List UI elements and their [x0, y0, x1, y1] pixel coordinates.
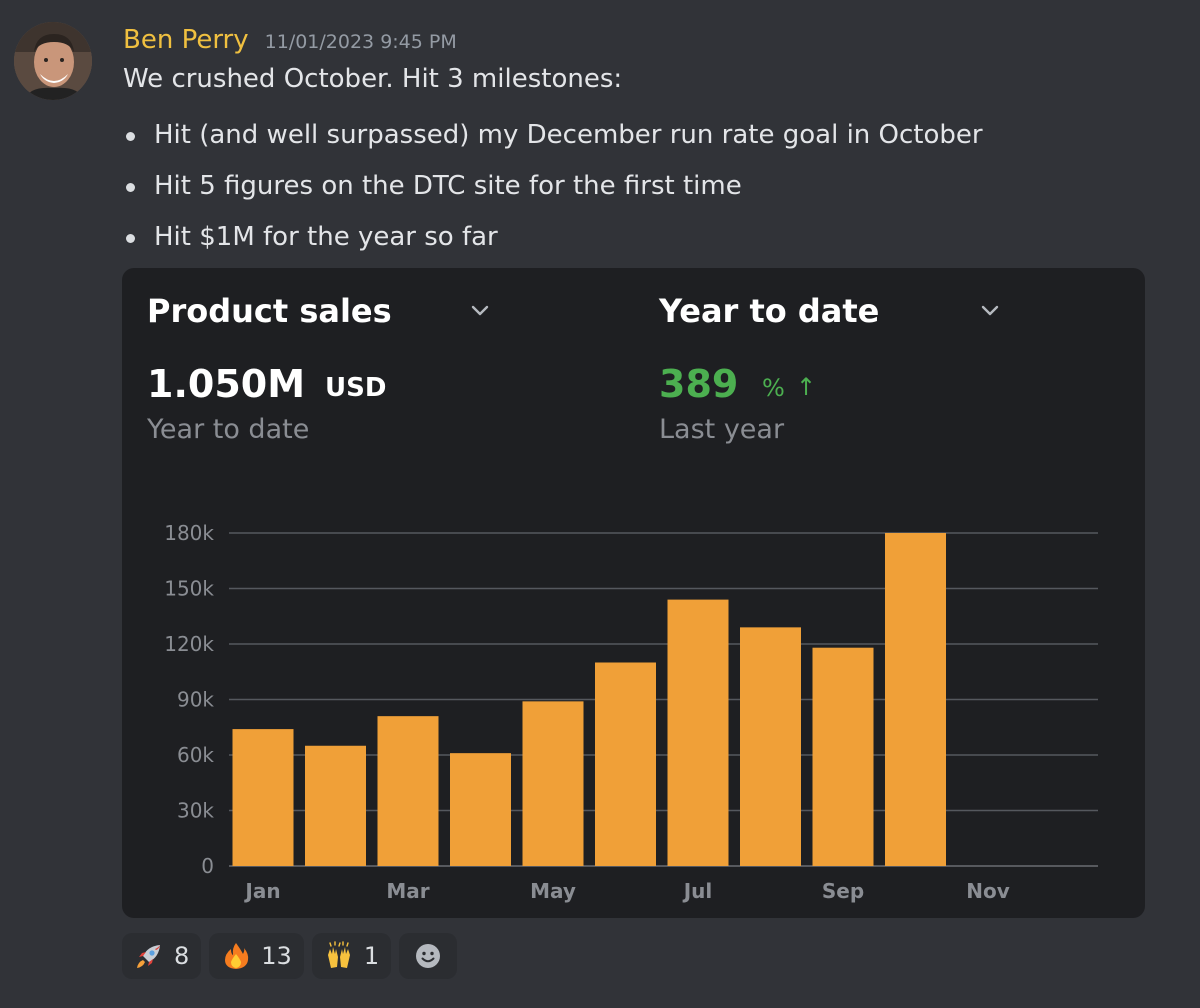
- bullet-icon: [126, 183, 135, 192]
- fire-icon: [225, 943, 249, 969]
- reaction-count: 13: [261, 942, 292, 970]
- reaction-fire[interactable]: 13: [209, 933, 304, 979]
- reaction-rocket[interactable]: 8: [122, 933, 202, 979]
- milestone-list: Hit (and well surpassed) my December run…: [123, 118, 983, 271]
- y-tick-label: 30k: [177, 799, 214, 823]
- y-tick-label: 0: [201, 854, 214, 878]
- bar-feb[interactable]: [305, 745, 366, 866]
- rocket-icon: [137, 945, 160, 968]
- growth-value: 389: [659, 362, 739, 406]
- bar-may[interactable]: [522, 701, 584, 866]
- x-tick-label: Mar: [386, 879, 429, 903]
- bar-jan[interactable]: [232, 729, 294, 866]
- arrow-up-icon: ↑: [796, 373, 817, 401]
- x-tick-label: May: [530, 879, 576, 903]
- bullet-icon: [126, 132, 135, 141]
- comparison-label: Last year: [659, 414, 785, 445]
- list-item: Hit (and well surpassed) my December run…: [123, 118, 983, 169]
- add-reaction-button[interactable]: [399, 933, 458, 979]
- bar-sep[interactable]: [812, 647, 874, 866]
- reaction-count: 8: [174, 942, 190, 970]
- chevron-down-icon[interactable]: [978, 298, 1002, 322]
- bar-oct[interactable]: [885, 533, 946, 866]
- y-tick-label: 60k: [177, 743, 214, 767]
- chevron-down-icon[interactable]: [468, 298, 492, 322]
- list-item-text: Hit 5 figures on the DTC site for the fi…: [154, 171, 742, 201]
- sales-total: 1.050M: [147, 362, 306, 406]
- y-tick-label: 150k: [164, 577, 214, 601]
- sales-period-label: Year to date: [147, 414, 310, 445]
- raising-hands-icon: [327, 941, 350, 968]
- list-item-text: Hit (and well surpassed) my December run…: [154, 120, 983, 150]
- bar-mar[interactable]: [377, 716, 439, 866]
- x-tick-label: Jan: [243, 879, 280, 903]
- reaction-bar: 8 13 1: [122, 933, 458, 979]
- message-header: Ben Perry 11/01/2023 9:45 PM: [123, 25, 457, 61]
- sales-bar-chart: 0 30k 60k 90k 120k 150k 180k Jan Mar May Jul Sep Nov: [164, 521, 1098, 903]
- growth-unit: %: [762, 374, 785, 402]
- bar-jun[interactable]: [595, 662, 656, 867]
- sales-unit: USD: [325, 373, 387, 403]
- y-tick-label: 180k: [164, 521, 214, 545]
- message-intro: We crushed October. Hit 3 milestones:: [123, 64, 623, 94]
- bar-aug[interactable]: [740, 627, 801, 866]
- author-name[interactable]: Ben Perry: [123, 25, 249, 55]
- list-item-text: Hit $1M for the year so far: [154, 222, 498, 252]
- message-timestamp: 11/01/2023 9:45 PM: [264, 31, 457, 53]
- smiley-icon: [416, 944, 441, 968]
- y-tick-label: 90k: [177, 688, 214, 712]
- sales-card: Product sales 1.050M USD Year to date Ye…: [122, 268, 1145, 918]
- bar-jul[interactable]: [667, 599, 729, 866]
- reaction-raising-hands[interactable]: 1: [311, 933, 392, 979]
- x-tick-label: Jul: [682, 879, 713, 903]
- avatar[interactable]: [14, 22, 92, 100]
- x-tick-label: Nov: [966, 879, 1010, 903]
- avatar-photo: [14, 22, 92, 100]
- reaction-count: 1: [363, 942, 380, 970]
- period-select[interactable]: Year to date: [659, 292, 880, 330]
- list-item: Hit 5 figures on the DTC site for the fi…: [123, 169, 983, 220]
- y-tick-label: 120k: [164, 632, 214, 656]
- bullet-icon: [126, 234, 135, 243]
- list-item: Hit $1M for the year so far: [123, 220, 983, 271]
- x-tick-label: Sep: [822, 879, 864, 903]
- bar-apr[interactable]: [450, 753, 511, 866]
- metric-select[interactable]: Product sales: [147, 292, 392, 330]
